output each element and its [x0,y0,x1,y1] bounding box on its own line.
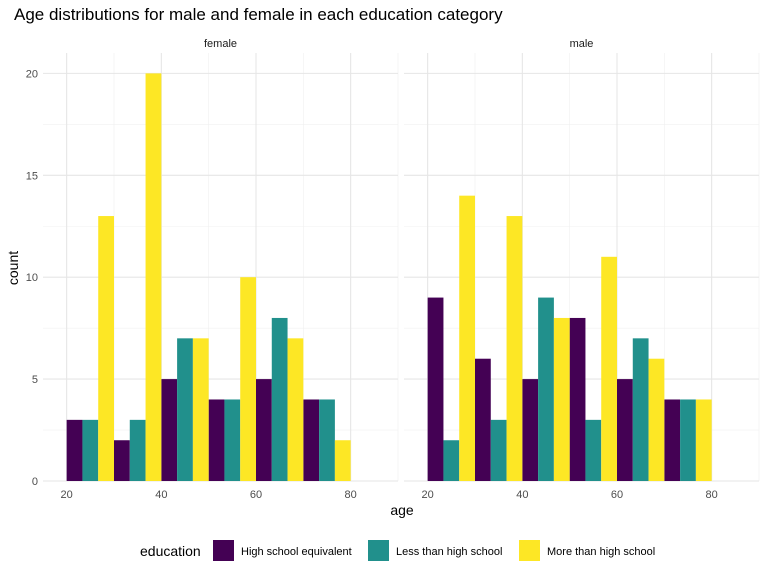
x-tick-label: 20 [422,489,434,501]
bar [271,317,288,481]
bar [522,379,539,481]
bar [98,216,114,482]
bar [632,338,649,481]
legend-entry: High school equivalent [213,540,352,561]
panel-male: male 20 40 60 80 [404,38,760,501]
bar [443,440,460,481]
bar [459,195,475,481]
legend-label: Less than high school [396,546,502,558]
y-axis-label: count [5,251,21,285]
bar [617,379,633,481]
bar [240,277,256,481]
bar [553,317,570,481]
bar [287,338,304,481]
bar [114,440,130,481]
bar [490,419,507,481]
bar [569,317,586,481]
bar [256,379,272,481]
bar [475,358,491,481]
bar [506,216,523,482]
y-tick-label: 10 [26,272,38,284]
bar [601,256,617,481]
x-tick-label: 20 [61,489,73,501]
legend-entry: More than high school [519,540,655,561]
bar [319,399,335,481]
legend-label: More than high school [547,546,655,558]
x-tick-label: 60 [611,489,623,501]
y-tick-label: 5 [32,374,38,386]
facet-strip-label: female [204,38,237,50]
x-tick-label: 40 [155,489,167,501]
legend-title: education [140,543,201,559]
x-tick-label: 80 [345,489,357,501]
panel-female: female 20 40 60 80 0 5 10 15 20 [26,38,399,501]
bar [664,399,681,481]
legend-label: High school equivalent [241,546,352,558]
facet-strip-label: male [570,38,594,50]
legend-entry: Less than high school [368,540,502,561]
bar [585,419,602,481]
bar [538,297,554,481]
y-tick-label: 20 [26,68,38,80]
bar [66,419,83,481]
chart-title: Age distributions for male and female in… [14,5,503,24]
panels: female 20 40 60 80 0 5 10 15 20 male 20 40 60 80 [26,38,760,501]
bar [680,399,696,481]
bar [82,419,99,481]
bar [695,399,712,481]
bar [648,358,665,481]
x-axis-label: age [390,502,414,518]
bar [129,419,146,481]
bar [224,399,241,481]
x-tick-label: 80 [706,489,718,501]
bar [208,399,225,481]
bar [192,338,209,481]
bar [161,379,178,481]
x-tick-label: 60 [250,489,262,501]
legend-key [368,540,389,561]
bar [334,440,351,481]
bar [303,399,320,481]
y-tick-label: 0 [32,476,38,488]
legend-key [519,540,540,561]
bar [145,73,162,481]
x-tick-label: 40 [516,489,528,501]
legend-key [213,540,234,561]
bar [427,297,444,481]
bar [177,338,193,481]
y-tick-label: 15 [26,170,38,182]
legend: education High school equivalent Less than… [140,540,655,561]
